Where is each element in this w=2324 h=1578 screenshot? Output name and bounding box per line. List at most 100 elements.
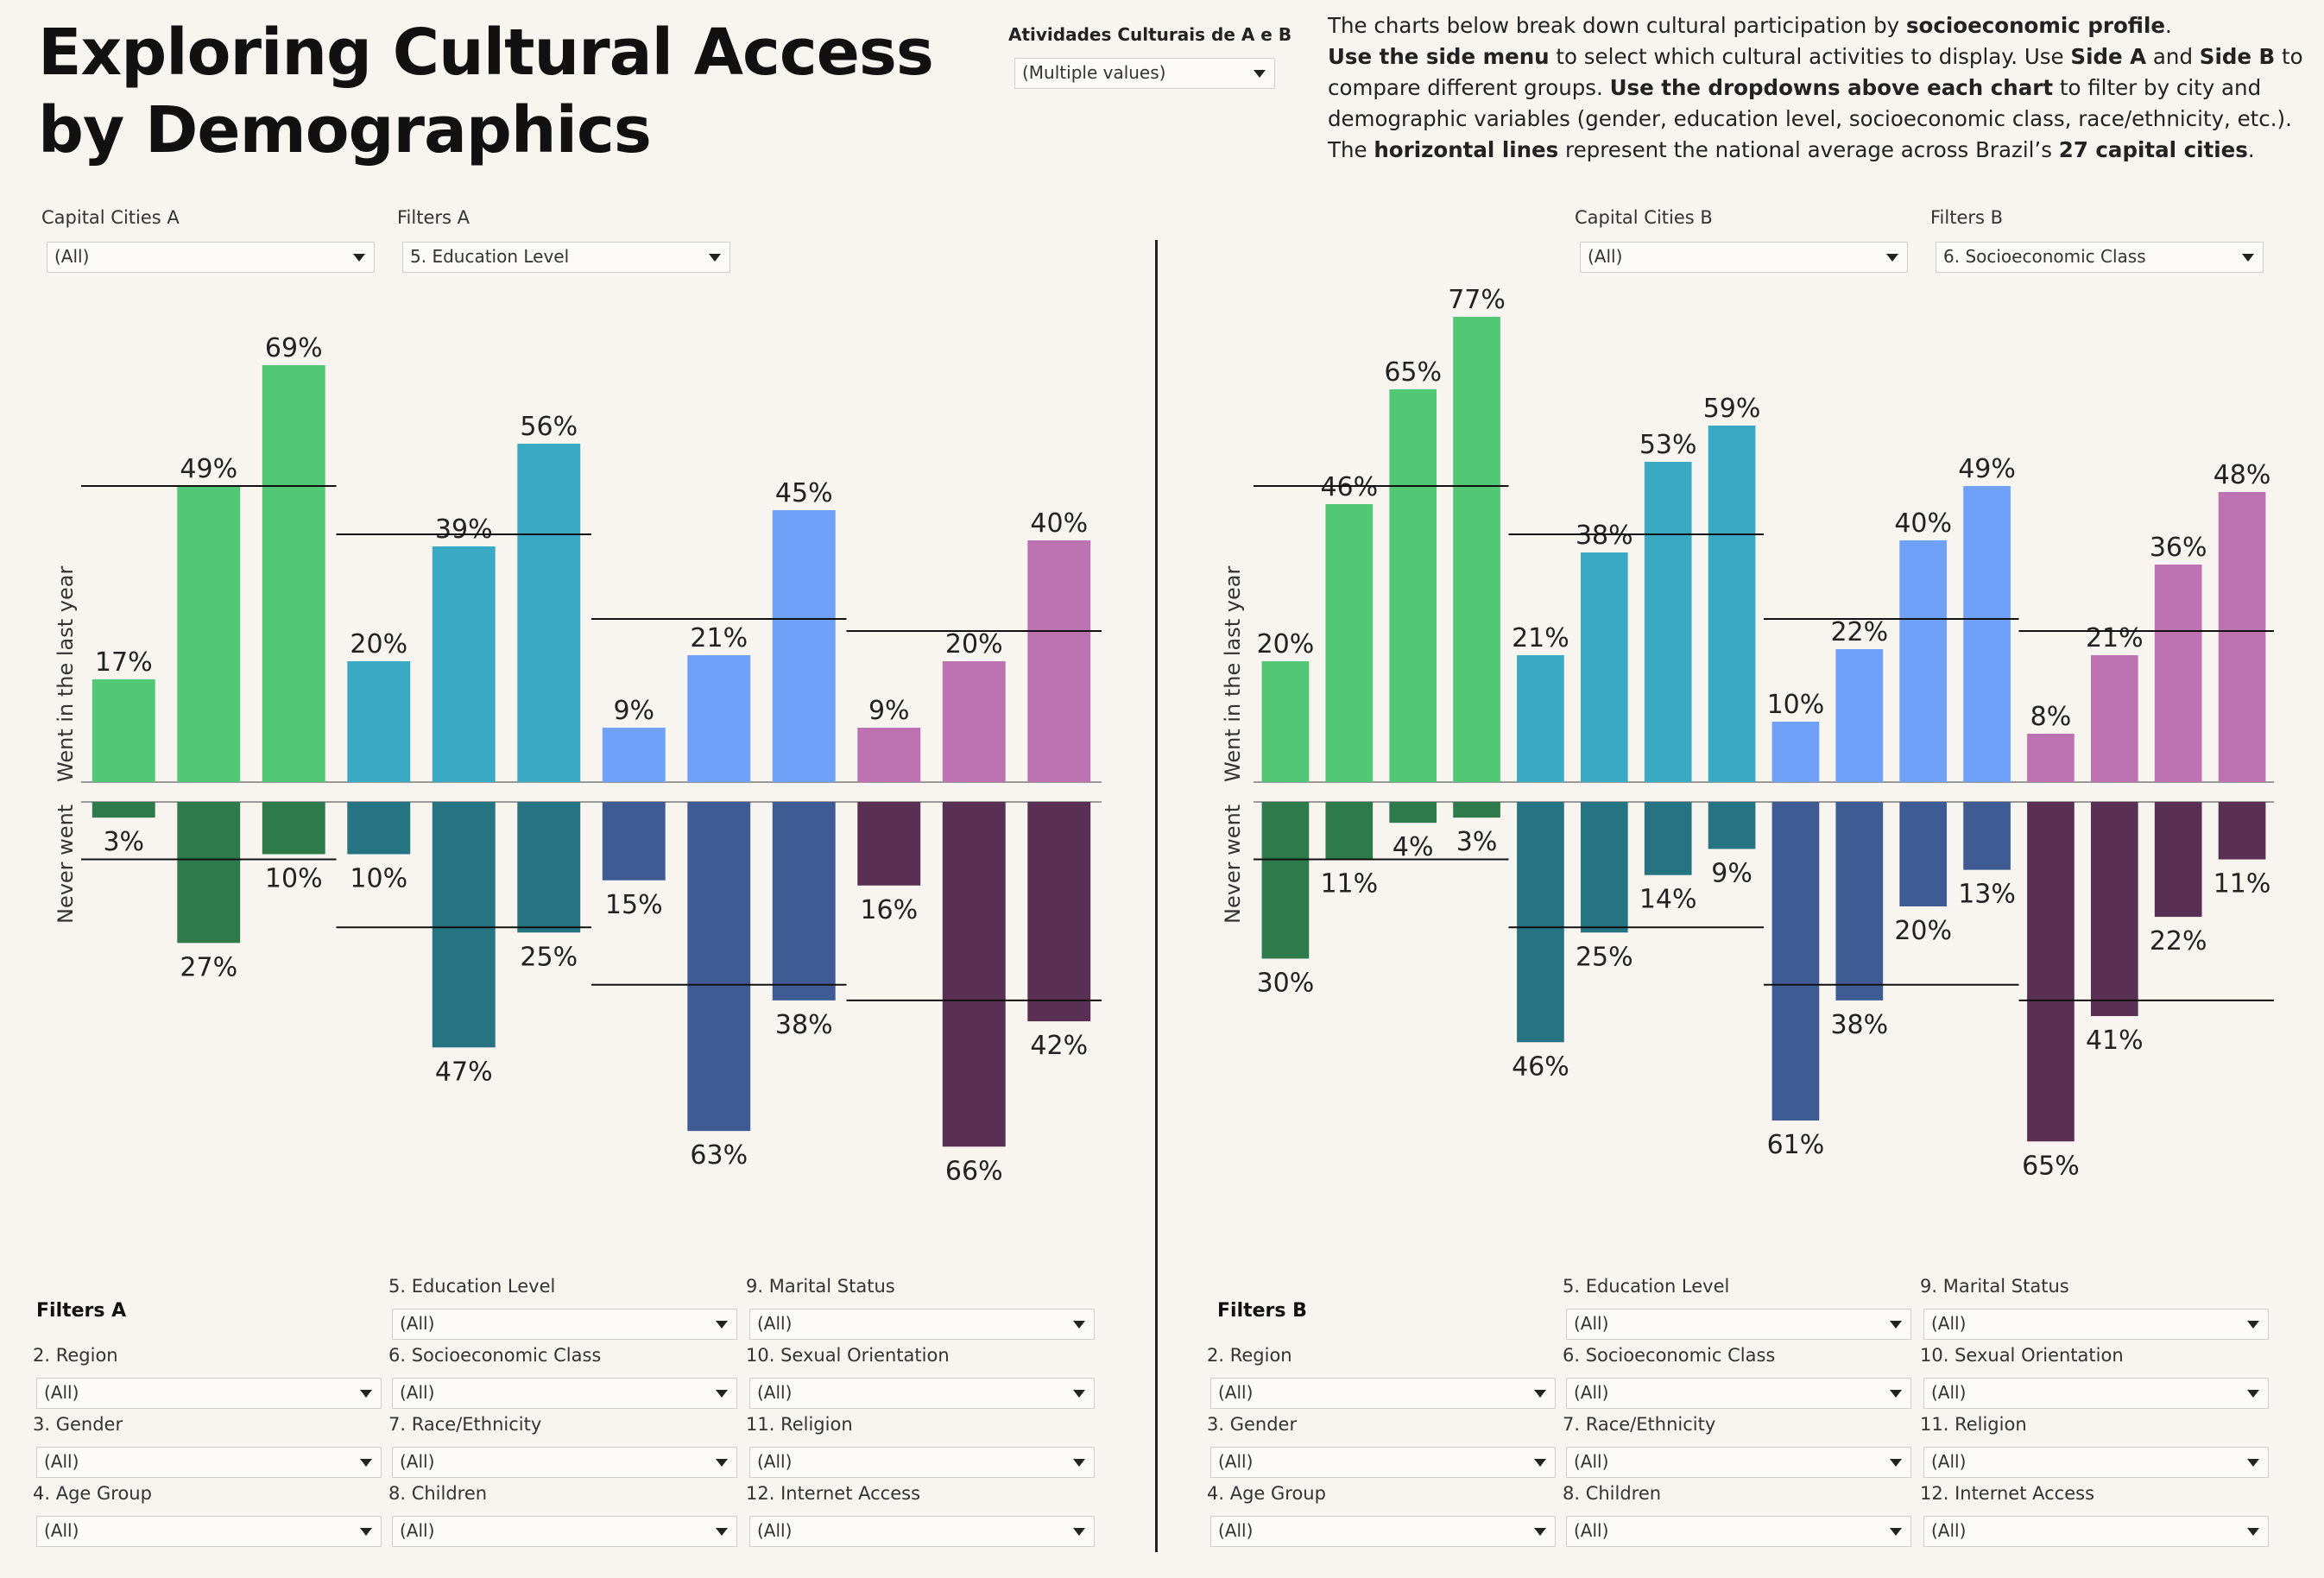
bar-went[interactable]: [1027, 540, 1091, 782]
bar-went[interactable]: [2154, 565, 2202, 782]
bar-never[interactable]: [1580, 802, 1628, 933]
filter-dropdown[interactable]: (All): [392, 1447, 737, 1478]
bar-went[interactable]: [432, 546, 496, 782]
bar-went[interactable]: [687, 655, 751, 782]
bar-went[interactable]: [2090, 655, 2138, 782]
bar-went[interactable]: [942, 661, 1006, 782]
filter-dropdown[interactable]: (All): [1566, 1447, 1911, 1478]
bar-never[interactable]: [92, 802, 155, 818]
bar-label-never: 3%: [1456, 827, 1498, 857]
bar-never[interactable]: [687, 802, 751, 1132]
filter-dropdown[interactable]: (All): [36, 1447, 382, 1478]
bar-never[interactable]: [347, 802, 411, 855]
filter-dropdown[interactable]: (All): [749, 1516, 1095, 1547]
bar-never[interactable]: [942, 802, 1006, 1147]
filter-dropdown[interactable]: (All): [1923, 1447, 2269, 1478]
filter-dropdown[interactable]: (All): [1566, 1378, 1911, 1409]
bar-never[interactable]: [177, 802, 241, 944]
bar-went[interactable]: [2218, 492, 2266, 782]
bar-went[interactable]: [92, 679, 155, 782]
filter-label: 7. Race/Ethnicity: [388, 1414, 542, 1435]
bar-went[interactable]: [1835, 649, 1884, 782]
filter-label: 5. Education Level: [388, 1276, 556, 1297]
filter-dropdown-value: (All): [1218, 1520, 1254, 1541]
bar-never[interactable]: [1027, 802, 1091, 1022]
bar-label-went: 45%: [775, 478, 833, 508]
chart-side-a: 17% 49% 69% 3% 27% 10% 20% 39% 56% 10% 47% 25% 9% 21%…: [81, 333, 1102, 1186]
filter-dropdown[interactable]: (All): [1566, 1516, 1911, 1547]
bar-went[interactable]: [602, 728, 666, 782]
bar-never[interactable]: [1389, 802, 1437, 824]
filter-dropdown[interactable]: (All): [749, 1447, 1095, 1478]
bar-went[interactable]: [1517, 655, 1564, 782]
bar-never[interactable]: [2154, 802, 2202, 918]
bar-never[interactable]: [2218, 802, 2266, 860]
filters-b-value: 6. Socioeconomic Class: [1943, 246, 2146, 267]
bar-went[interactable]: [1261, 661, 1310, 782]
filters-a-dropdown[interactable]: 5. Education Level: [402, 242, 730, 273]
bar-never[interactable]: [262, 802, 325, 855]
bar-went[interactable]: [772, 510, 836, 782]
bar-never[interactable]: [1453, 802, 1500, 818]
bar-label-went: 49%: [1958, 454, 2016, 484]
activities-dropdown[interactable]: (Multiple values): [1014, 58, 1275, 89]
bar-went[interactable]: [1963, 486, 2011, 782]
filters-b-dropdown[interactable]: 6. Socioeconomic Class: [1936, 242, 2264, 273]
bar-never[interactable]: [1325, 802, 1374, 860]
capital-cities-b-dropdown[interactable]: (All): [1580, 242, 1908, 273]
bar-went[interactable]: [857, 728, 921, 782]
filter-dropdown[interactable]: (All): [392, 1309, 737, 1340]
filter-dropdown[interactable]: (All): [1923, 1309, 2269, 1340]
bar-never[interactable]: [772, 802, 836, 1000]
chevron-down-icon: [344, 243, 374, 272]
bar-never[interactable]: [2027, 802, 2075, 1142]
filter-dropdown[interactable]: (All): [1566, 1309, 1911, 1340]
bar-never[interactable]: [517, 802, 581, 933]
filter-dropdown[interactable]: (All): [749, 1378, 1095, 1409]
filter-dropdown[interactable]: (All): [749, 1309, 1095, 1340]
filter-dropdown[interactable]: (All): [36, 1516, 382, 1547]
bar-went[interactable]: [1644, 462, 1692, 782]
filter-dropdown-value: (All): [400, 1451, 435, 1472]
bar-went[interactable]: [1389, 389, 1437, 782]
bar-never[interactable]: [1835, 802, 1884, 1000]
bar-never[interactable]: [1771, 802, 1820, 1121]
filter-dropdown[interactable]: (All): [1210, 1447, 1556, 1478]
bar-never[interactable]: [1261, 802, 1310, 959]
filter-dropdown[interactable]: (All): [392, 1378, 737, 1409]
bar-never[interactable]: [857, 802, 921, 886]
filter-dropdown[interactable]: (All): [1210, 1516, 1556, 1547]
filter-dropdown[interactable]: (All): [392, 1516, 737, 1547]
bar-never[interactable]: [1644, 802, 1692, 875]
bar-went[interactable]: [1580, 552, 1628, 782]
filter-dropdown-value: (All): [400, 1520, 435, 1541]
filter-dropdown[interactable]: (All): [1923, 1516, 2269, 1547]
bar-never[interactable]: [1517, 802, 1564, 1043]
bar-never[interactable]: [602, 802, 666, 881]
bar-went[interactable]: [1453, 317, 1500, 782]
bar-went[interactable]: [1899, 540, 1948, 782]
filter-dropdown[interactable]: (All): [36, 1378, 382, 1409]
filter-dropdown[interactable]: (All): [1923, 1378, 2269, 1409]
bar-went[interactable]: [517, 444, 581, 782]
bar-went[interactable]: [177, 486, 241, 782]
bar-label-went: 40%: [1030, 508, 1088, 539]
bar-went[interactable]: [2027, 734, 2075, 782]
filter-dropdown[interactable]: (All): [1210, 1378, 1556, 1409]
bar-never[interactable]: [1899, 802, 1948, 906]
bar-went[interactable]: [262, 365, 325, 782]
filter-dropdown-value: (All): [400, 1313, 435, 1334]
bar-never[interactable]: [1708, 802, 1756, 849]
bar-went[interactable]: [1771, 722, 1820, 782]
bar-never[interactable]: [432, 802, 496, 1048]
chevron-down-icon: [707, 1517, 736, 1546]
capital-cities-a-dropdown[interactable]: (All): [47, 242, 375, 273]
bar-went[interactable]: [1325, 504, 1374, 782]
bar-went[interactable]: [1708, 426, 1756, 782]
bar-never[interactable]: [1963, 802, 2011, 870]
chevron-down-icon: [707, 1310, 736, 1339]
bar-went[interactable]: [347, 661, 411, 782]
bar-never[interactable]: [2090, 802, 2138, 1017]
bar-label-went: 59%: [1703, 394, 1761, 424]
filter-dropdown-value: (All): [44, 1520, 79, 1541]
